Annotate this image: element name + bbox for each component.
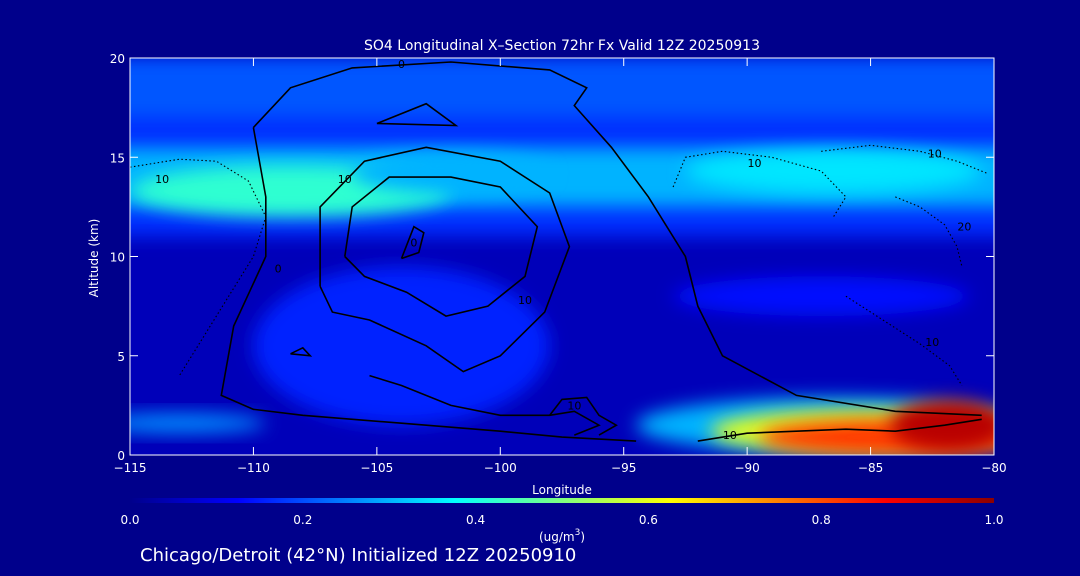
y-tick-label-1: 5 bbox=[117, 350, 125, 364]
contour-label-1: 0 bbox=[275, 262, 282, 275]
colorbar-units-sup: 3 bbox=[575, 528, 581, 538]
contour-line-0 bbox=[252, 61, 982, 417]
contour-line-9 bbox=[697, 418, 982, 442]
concentration-field bbox=[130, 58, 994, 455]
colorbar-tick-label-3: 0.6 bbox=[639, 513, 658, 527]
contour-lines: 0 0 10 10 0 10 10 10 10 10 20 10 bbox=[130, 58, 987, 442]
x-axis: −115 −110 −105 −100 −95 −90 −85 −80 bbox=[114, 58, 1007, 475]
contour-line-2 bbox=[319, 146, 571, 373]
contour-label-3: 10 bbox=[518, 294, 532, 307]
contour-line-5 bbox=[376, 102, 459, 127]
x-tick-label-0: −115 bbox=[114, 461, 147, 475]
y-tick-label-0: 0 bbox=[117, 449, 125, 463]
contour-label-13: 20 bbox=[957, 221, 971, 234]
colorbar-tick-label-1: 0.2 bbox=[293, 513, 312, 527]
colorbar-units: (ug/m3) bbox=[539, 528, 585, 544]
contour-line-12 bbox=[821, 144, 987, 174]
chart-title: SO4 Longitudinal X–Section 72hr Fx Valid… bbox=[364, 38, 760, 54]
contour-line-3 bbox=[344, 176, 539, 317]
footer-subtitle: Chicago/Detroit (42°N) Initialized 12Z 2… bbox=[140, 545, 576, 566]
contour-label-14: 10 bbox=[925, 336, 939, 349]
field-layer-1 bbox=[130, 58, 994, 118]
contour-label-12: 10 bbox=[928, 147, 942, 160]
x-tick-label-7: −80 bbox=[981, 461, 1006, 475]
y-tick-label-4: 20 bbox=[110, 52, 125, 66]
y-tick-label-3: 15 bbox=[110, 151, 125, 165]
contour-line-7 bbox=[369, 374, 601, 436]
x-axis-label: Longitude bbox=[532, 483, 592, 497]
contour-line-11 bbox=[672, 150, 847, 218]
x-tick-label-4: −95 bbox=[611, 461, 636, 475]
colorbar-gradient bbox=[130, 498, 994, 503]
x-tick-label-3: −100 bbox=[484, 461, 517, 475]
contour-line-6 bbox=[290, 346, 313, 357]
contour-line-1 bbox=[220, 127, 637, 442]
field-layer-7 bbox=[673, 276, 970, 317]
field-layer-4 bbox=[685, 149, 982, 193]
plot-area: 0 0 10 10 0 10 10 10 10 10 20 10 bbox=[129, 57, 995, 456]
y-tick-label-2: 10 bbox=[110, 251, 125, 265]
colorbar-units-suffix: ) bbox=[580, 530, 585, 544]
colorbar-tick-label-4: 0.8 bbox=[812, 513, 831, 527]
colorbar-ticks: 0.0 0.2 0.4 0.6 0.8 1.0 bbox=[120, 513, 1003, 527]
contour-line-14 bbox=[845, 295, 963, 386]
contour-label-11: 10 bbox=[748, 157, 762, 170]
y-axis-label: Altitude (km) bbox=[87, 219, 101, 298]
field-layer-6 bbox=[253, 266, 550, 426]
field-layer-12 bbox=[130, 413, 266, 434]
colorbar-tick-label-2: 0.4 bbox=[466, 513, 485, 527]
x-tick-label-6: −85 bbox=[858, 461, 883, 475]
contour-line-4 bbox=[400, 225, 425, 260]
colorbar: 0.0 0.2 0.4 0.6 0.8 1.0 (ug/m3) bbox=[120, 498, 1004, 544]
field-layer-11 bbox=[890, 399, 994, 452]
contour-line-8 bbox=[549, 396, 618, 436]
contour-label-8: 10 bbox=[567, 399, 581, 412]
x-tick-label-1: −110 bbox=[237, 461, 270, 475]
contour-line-13 bbox=[895, 196, 963, 267]
colorbar-tick-label-0: 0.0 bbox=[120, 513, 139, 527]
contour-label-4: 0 bbox=[410, 237, 417, 250]
colorbar-units-prefix: (ug/m bbox=[539, 530, 575, 544]
y-axis: 0 5 10 15 20 bbox=[110, 52, 994, 463]
contour-line-10 bbox=[130, 158, 267, 376]
x-tick-label-2: −105 bbox=[360, 461, 393, 475]
x-tick-label-5: −90 bbox=[734, 461, 759, 475]
field-layer-5 bbox=[352, 153, 550, 193]
colorbar-tick-label-5: 1.0 bbox=[984, 513, 1003, 527]
contour-label-10: 10 bbox=[155, 173, 169, 186]
contour-label-9: 10 bbox=[723, 429, 737, 442]
contour-label-2: 10 bbox=[338, 173, 352, 186]
contour-label-0: 0 bbox=[398, 58, 405, 71]
